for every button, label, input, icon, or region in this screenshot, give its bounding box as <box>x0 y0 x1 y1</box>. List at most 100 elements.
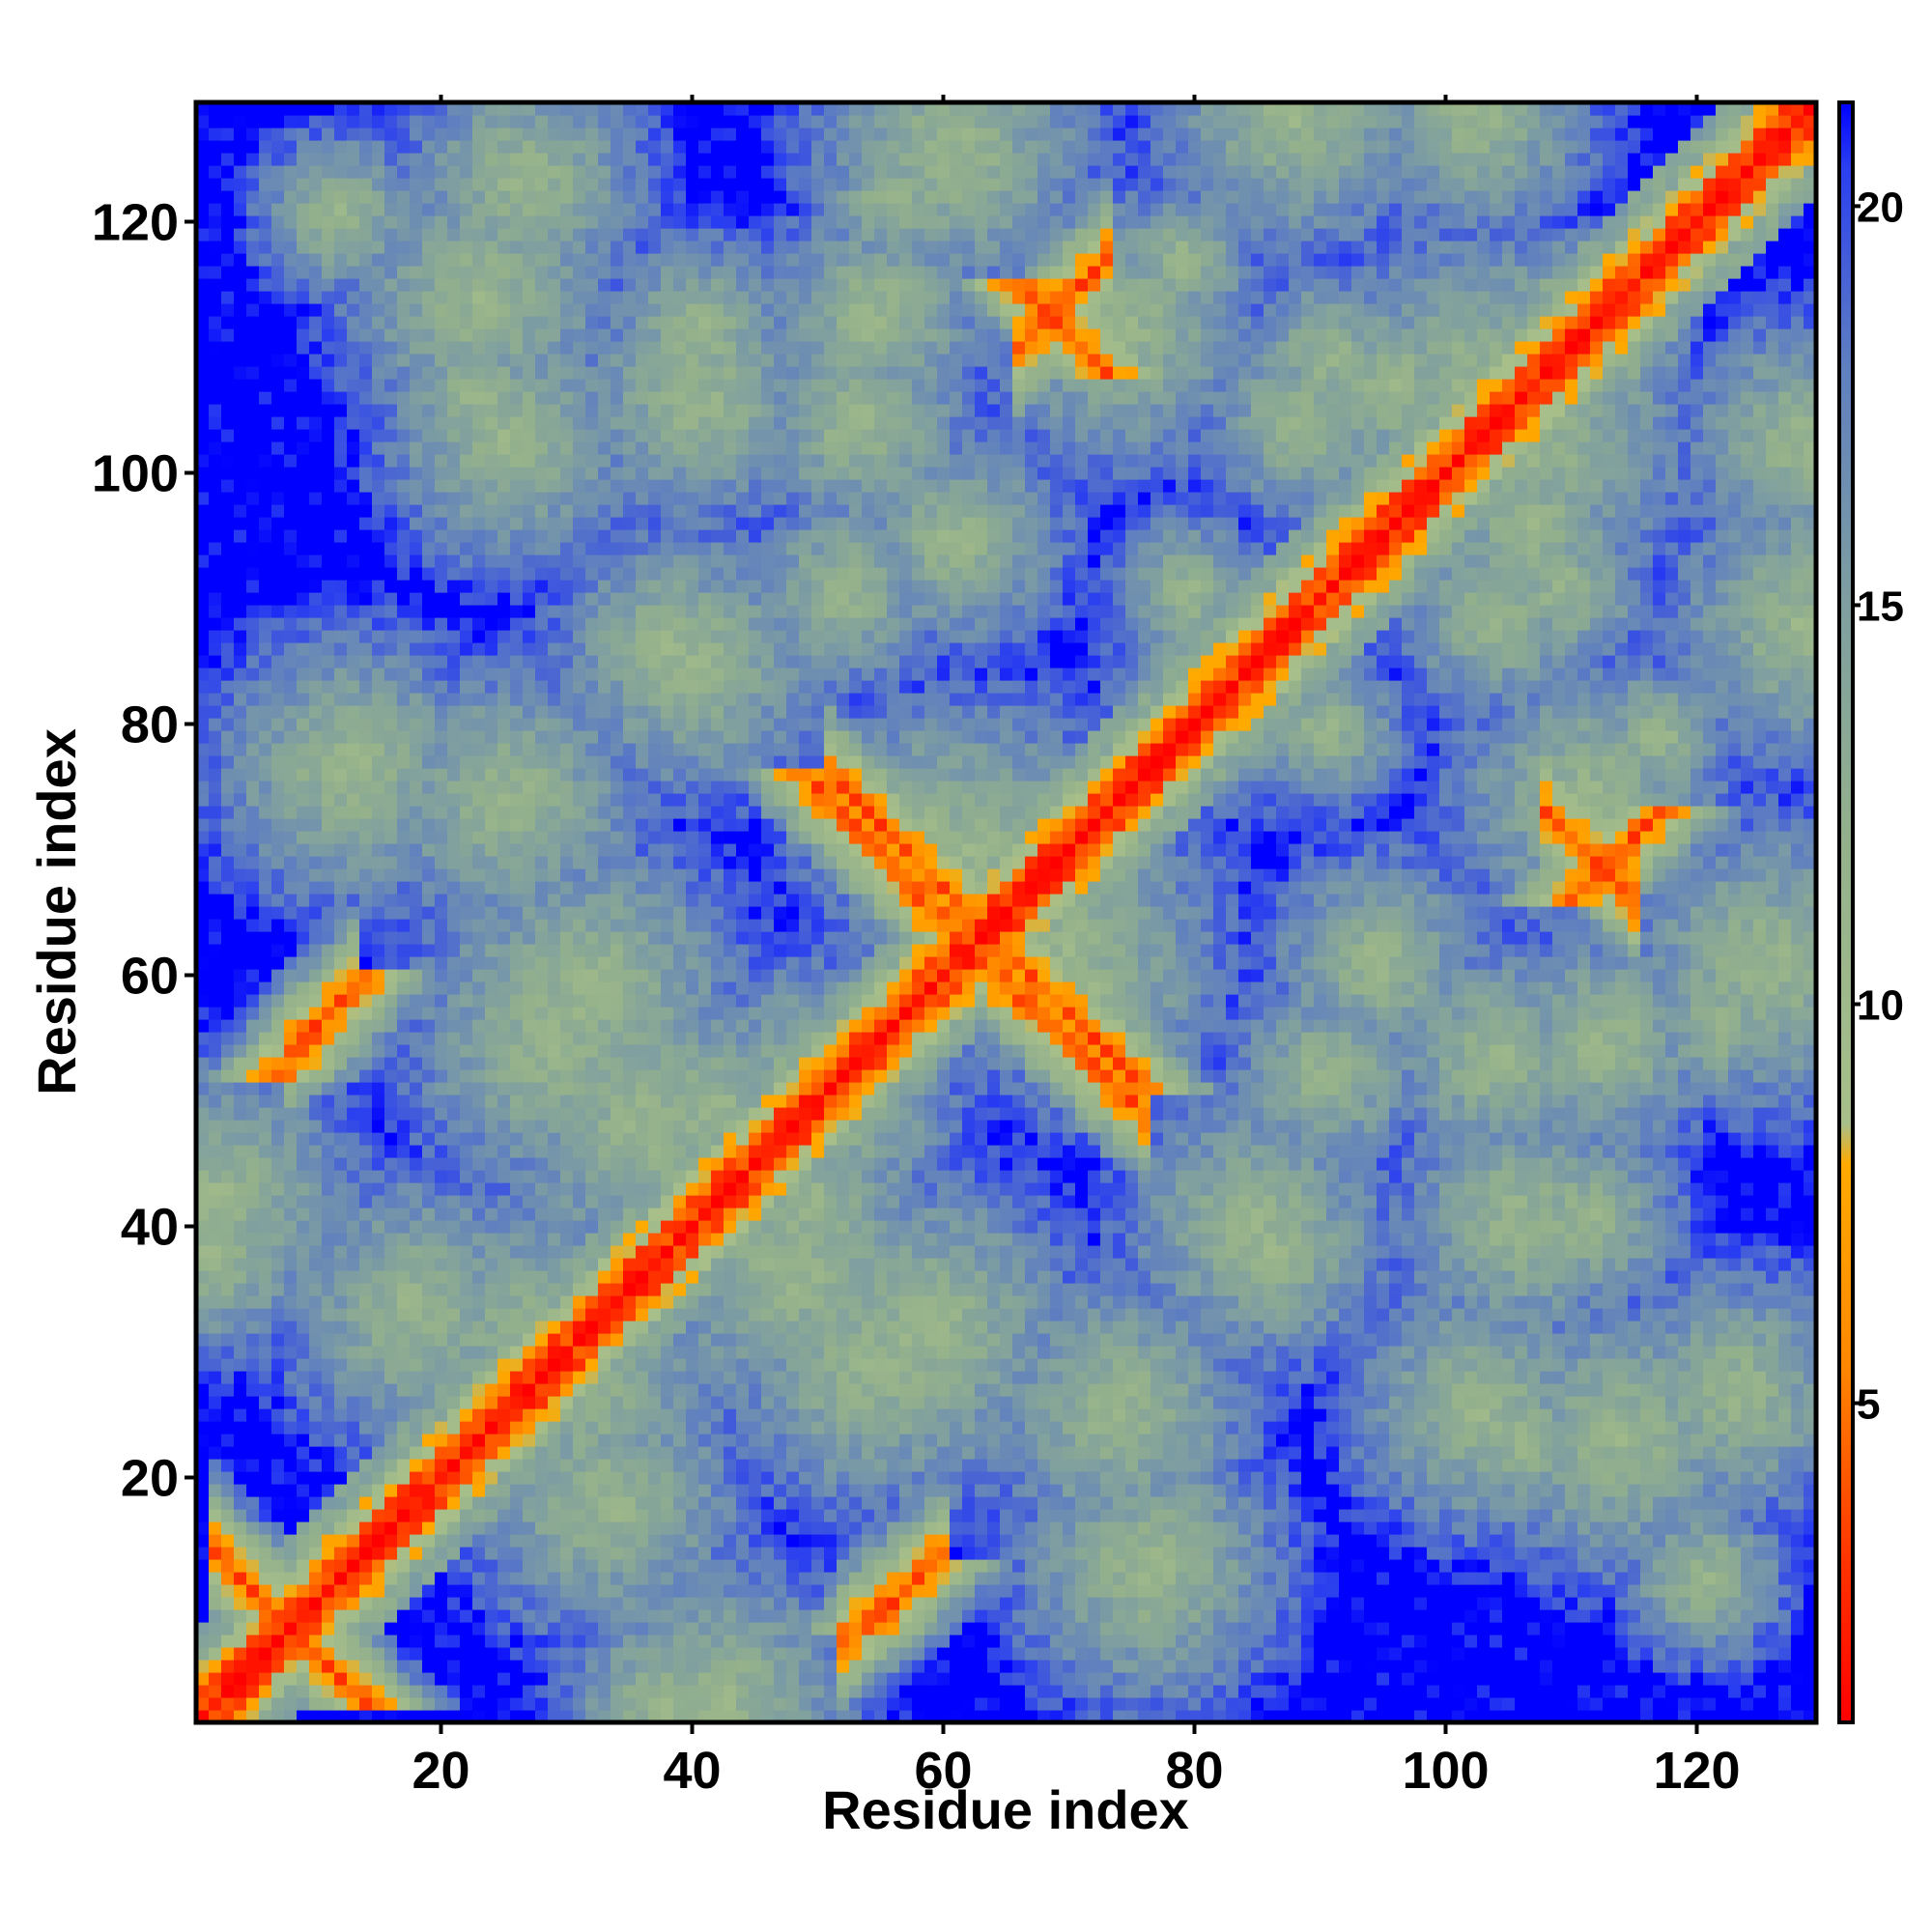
heatmap-cell <box>422 1295 436 1309</box>
heatmap-cell <box>422 567 436 581</box>
heatmap-cell <box>309 1120 323 1133</box>
heatmap-cell <box>447 328 461 342</box>
heatmap-cell <box>384 567 398 581</box>
heatmap-cell <box>598 102 611 116</box>
heatmap-cell <box>234 1446 247 1460</box>
heatmap-cell <box>372 1496 385 1510</box>
heatmap-cell <box>297 128 310 141</box>
heatmap-cell <box>246 1094 260 1108</box>
heatmap-cell <box>334 1509 348 1522</box>
heatmap-cell <box>246 454 260 468</box>
heatmap-cell <box>648 944 662 957</box>
heatmap-cell <box>673 1685 687 1698</box>
heatmap-cell <box>485 944 498 957</box>
heatmap-cell <box>598 517 611 530</box>
heatmap-cell <box>497 165 511 179</box>
heatmap-cell <box>523 379 536 392</box>
heatmap-cell <box>384 1459 398 1472</box>
heatmap-cell <box>359 1157 373 1171</box>
heatmap-cell <box>309 1358 323 1372</box>
heatmap-cell <box>246 1396 260 1409</box>
heatmap-cell <box>209 1697 222 1711</box>
heatmap-cell <box>221 1321 235 1334</box>
heatmap-cell <box>271 128 285 141</box>
heatmap-cell <box>548 693 561 706</box>
heatmap-cell <box>372 303 385 317</box>
heatmap-cell <box>372 140 385 154</box>
heatmap-cell <box>196 1710 210 1723</box>
heatmap-cell <box>472 1333 486 1347</box>
heatmap-cell <box>271 743 285 756</box>
heatmap-cell <box>372 906 385 920</box>
heatmap-cell <box>447 1697 461 1711</box>
heatmap-cell <box>284 215 298 229</box>
heatmap-cell <box>397 1220 411 1234</box>
heatmap-cell <box>372 1044 385 1058</box>
heatmap-cell <box>259 1622 272 1635</box>
heatmap-cell <box>322 894 335 907</box>
heatmap-cell <box>221 1383 235 1397</box>
heatmap-cell <box>447 1295 461 1309</box>
heatmap-cell <box>585 1333 599 1347</box>
heatmap-cell <box>661 1396 674 1409</box>
heatmap-cell <box>648 454 662 468</box>
heatmap-cell <box>573 1082 586 1095</box>
heatmap-cell <box>485 1484 498 1497</box>
heatmap-cell <box>535 1371 549 1384</box>
heatmap-cell <box>435 1534 448 1548</box>
heatmap-cell <box>611 1082 624 1095</box>
heatmap-cell <box>598 1396 611 1409</box>
heatmap-cell <box>548 630 561 643</box>
heatmap-cell <box>510 617 524 631</box>
heatmap-cell <box>573 1283 586 1296</box>
heatmap-cell <box>585 1195 599 1208</box>
heatmap-cell <box>259 1697 272 1711</box>
heatmap-cell <box>611 605 624 618</box>
heatmap-cell <box>523 1208 536 1221</box>
heatmap-cell <box>271 1572 285 1585</box>
heatmap-cell <box>334 504 348 518</box>
heatmap-cell <box>560 944 574 957</box>
heatmap-cell <box>410 881 423 895</box>
heatmap-cell <box>246 793 260 807</box>
heatmap-cell <box>523 969 536 982</box>
heatmap-cell <box>372 203 385 216</box>
heatmap-cell <box>611 1622 624 1635</box>
heatmap-cell <box>347 831 360 844</box>
heatmap-cell <box>322 768 335 781</box>
heatmap-cell <box>284 856 298 869</box>
heatmap-cell <box>598 241 611 254</box>
heatmap-cell <box>221 1082 235 1095</box>
heatmap-cell <box>636 115 649 128</box>
heatmap-cell <box>497 1634 511 1648</box>
heatmap-cell <box>497 1182 511 1196</box>
heatmap-cell <box>673 818 687 832</box>
heatmap-cell <box>384 529 398 543</box>
heatmap-cell <box>309 1697 323 1711</box>
heatmap-cell <box>259 291 272 304</box>
heatmap-cell <box>648 1082 662 1095</box>
heatmap-cell <box>447 655 461 668</box>
heatmap-cell <box>510 768 524 781</box>
heatmap-cell <box>271 931 285 945</box>
heatmap-cell <box>673 1559 687 1573</box>
heatmap-cell <box>384 617 398 631</box>
heatmap-cell <box>447 1572 461 1585</box>
heatmap-cell <box>372 1459 385 1472</box>
heatmap-cell <box>598 379 611 392</box>
heatmap-cell <box>334 806 348 819</box>
heatmap-cell <box>535 567 549 581</box>
heatmap-cell <box>271 680 285 694</box>
heatmap-cell <box>573 1321 586 1334</box>
heatmap-cell <box>497 655 511 668</box>
heatmap-cell <box>472 1295 486 1309</box>
heatmap-cell <box>271 316 285 329</box>
heatmap-cell <box>297 1094 310 1108</box>
heatmap-cell <box>322 1496 335 1510</box>
heatmap-cell <box>422 241 436 254</box>
heatmap-cell <box>372 1069 385 1083</box>
heatmap-cell <box>523 128 536 141</box>
heatmap-cell <box>497 1584 511 1598</box>
heatmap-cell <box>271 429 285 442</box>
heatmap-cell <box>661 1308 674 1321</box>
